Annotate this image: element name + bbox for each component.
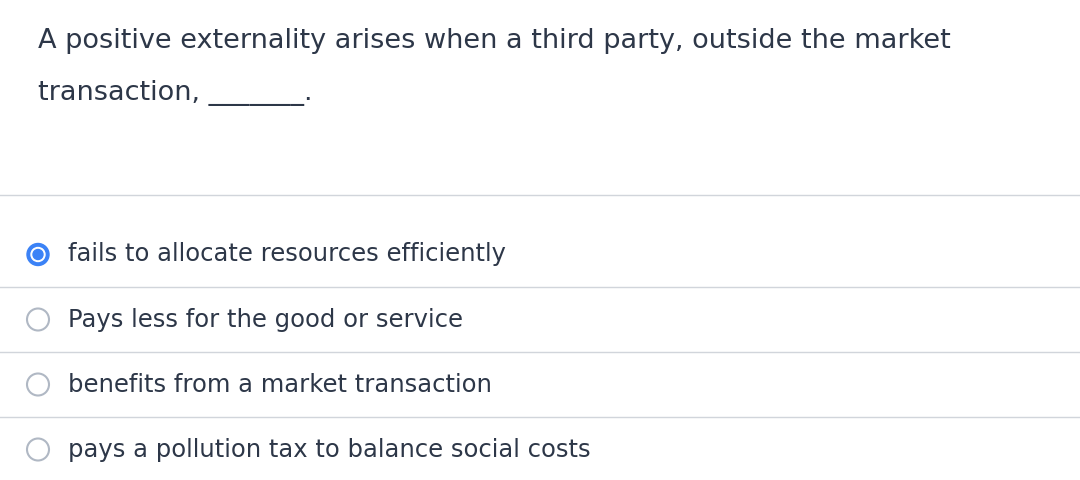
Text: benefits from a market transaction: benefits from a market transaction bbox=[68, 372, 491, 396]
Text: pays a pollution tax to balance social costs: pays a pollution tax to balance social c… bbox=[68, 437, 591, 461]
Text: fails to allocate resources efficiently: fails to allocate resources efficiently bbox=[68, 242, 507, 266]
Circle shape bbox=[33, 250, 43, 260]
Circle shape bbox=[31, 248, 45, 262]
Text: transaction, _______.: transaction, _______. bbox=[38, 80, 312, 106]
Text: A positive externality arises when a third party, outside the market: A positive externality arises when a thi… bbox=[38, 28, 950, 54]
Circle shape bbox=[27, 243, 49, 265]
Text: Pays less for the good or service: Pays less for the good or service bbox=[68, 308, 463, 332]
